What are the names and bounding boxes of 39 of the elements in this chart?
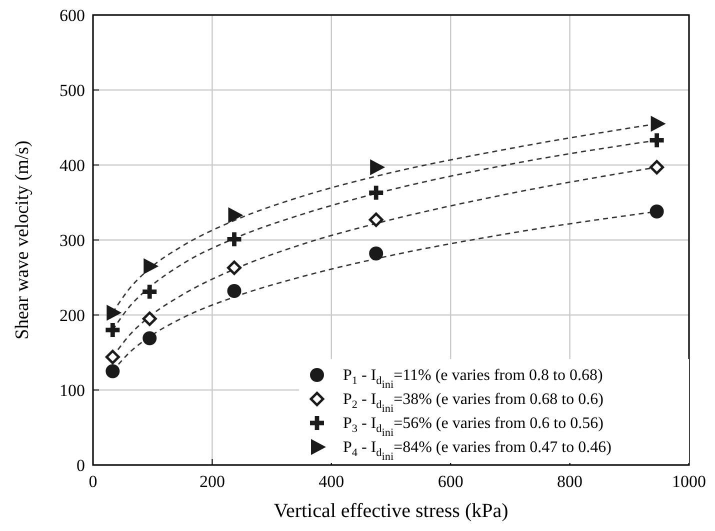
x-tick-label: 600 [438, 472, 464, 491]
y-axis-title: Shear wave velocity (m/s) [12, 140, 33, 340]
point [369, 246, 384, 260]
point [106, 304, 122, 321]
point [106, 323, 120, 337]
x-tick-label: 200 [199, 472, 225, 491]
legend-label: P$_{1}$ - I$_{d}$$_{ini}$=11% (e varies from 0.8 to 0.68) [343, 367, 603, 391]
point [650, 133, 664, 148]
legend-label: P$_{3}$ - I$_{d}$$_{ini}$=56% (e varies from 0.6 to 0.56) [343, 415, 604, 439]
point [144, 258, 159, 274]
point [142, 284, 157, 299]
point [650, 204, 664, 218]
point [106, 364, 120, 378]
y-tick-label: 500 [60, 81, 85, 100]
point [369, 186, 384, 200]
y-tick-label: 0 [76, 456, 85, 475]
x-tick-label: 800 [557, 472, 583, 491]
point [105, 350, 120, 364]
y-tick-label: 100 [60, 381, 85, 400]
point [650, 160, 664, 174]
y-tick-label: 200 [60, 306, 85, 325]
x-tick-label: 400 [318, 472, 344, 491]
point [650, 116, 666, 132]
point [142, 331, 157, 346]
y-tick-label: 300 [60, 231, 85, 250]
point [368, 212, 384, 227]
point [142, 312, 157, 326]
legend-label: P$_{2}$ - I$_{d}$$_{ini}$=38% (e varies from 0.68 to 0.6) [343, 391, 604, 415]
legend-label: P$_{4}$ - I$_{d}$$_{ini}$=84% (e varies from 0.47 to 0.46) [343, 439, 612, 463]
x-tick-label: 1000 [672, 472, 706, 491]
point [370, 159, 386, 176]
point [227, 260, 242, 275]
y-tick-label: 400 [60, 156, 85, 175]
y-tick-label: 600 [60, 6, 85, 25]
x-tick-label: 0 [88, 472, 98, 491]
x-axis-title: Vertical effective stress (kPa) [274, 500, 508, 522]
point [228, 207, 244, 224]
point [227, 232, 242, 246]
point [227, 284, 242, 298]
